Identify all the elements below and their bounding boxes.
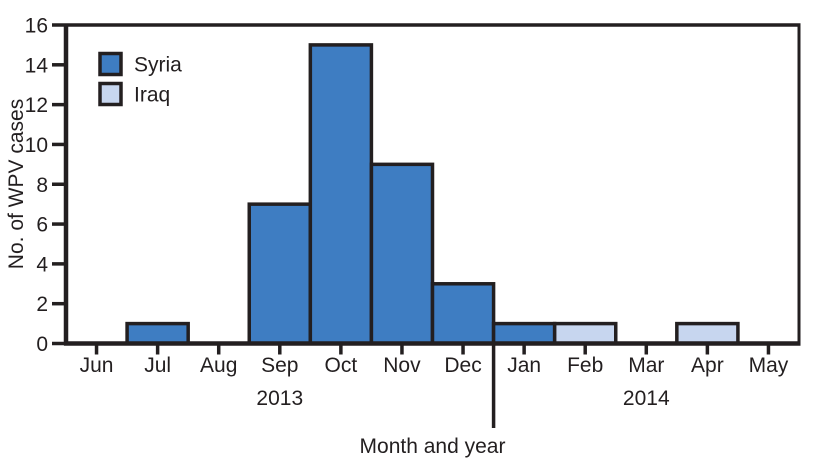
x-tick-label-jun: Jun (80, 354, 114, 377)
y-tick-label-16: 16 (25, 15, 48, 38)
y-tick-label-4: 4 (36, 253, 48, 276)
y-axis-title: No. of WPV cases (5, 98, 28, 270)
x-tick-label-dec: Dec (444, 354, 481, 377)
x-tick-label-may: May (749, 354, 789, 377)
x-tick-label-jan: Jan (507, 354, 541, 377)
bar-sep-syria (247, 202, 313, 346)
legend-swatch-syria (98, 51, 123, 77)
legend-swatch-iraq (98, 81, 123, 107)
x-axis-title: Month and year (359, 435, 506, 458)
bar-jul-syria (125, 321, 190, 346)
bar-oct-syria (308, 43, 374, 346)
y-tick-label-6: 6 (36, 214, 48, 237)
y-tick-label-2: 2 (36, 293, 48, 316)
x-tick-label-aug: Aug (200, 354, 237, 377)
y-tick-label-10: 10 (25, 134, 48, 157)
y-tick-label-8: 8 (36, 174, 48, 197)
bar-nov-syria (369, 162, 435, 346)
year-label-2013: 2013 (256, 387, 303, 410)
y-tick-label-0: 0 (36, 333, 48, 356)
y-tick-label-12: 12 (25, 94, 48, 117)
bar-apr-iraq (675, 321, 740, 346)
x-tick-label-feb: Feb (567, 354, 603, 377)
x-tick-label-sep: Sep (261, 354, 298, 377)
bar-dec-syria (430, 282, 496, 346)
legend-label-iraq: Iraq (134, 84, 170, 107)
x-tick-label-jul: Jul (144, 354, 171, 377)
x-tick-label-apr: Apr (691, 354, 724, 377)
x-tick-label-nov: Nov (383, 354, 421, 377)
bar-jan-syria (491, 321, 557, 346)
x-tick-label-oct: Oct (325, 354, 358, 377)
legend-label-syria: Syria (134, 54, 182, 77)
year-label-2014: 2014 (623, 387, 670, 410)
y-tick-label-14: 14 (25, 54, 49, 77)
x-tick-label-mar: Mar (628, 354, 664, 377)
bar-feb-iraq (552, 321, 618, 346)
